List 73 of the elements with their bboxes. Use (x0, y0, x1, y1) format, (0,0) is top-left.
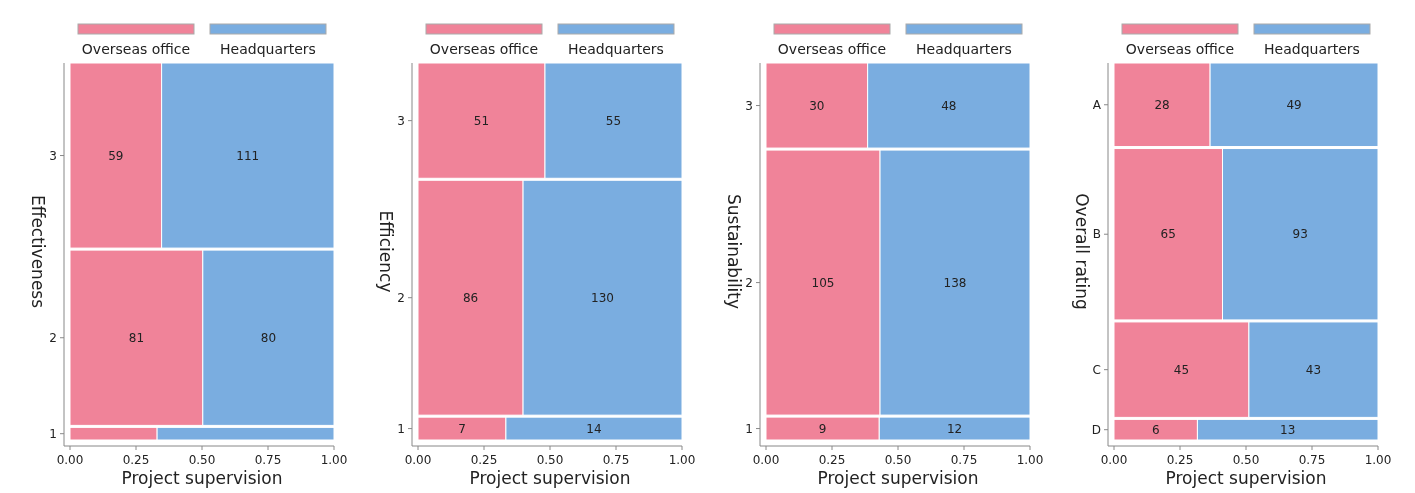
annotation: 48 (941, 98, 957, 113)
y-tick-label: 2 (397, 290, 405, 305)
annotation: 111 (236, 148, 260, 163)
x-tick-label: 0.75 (254, 453, 282, 468)
y-axis-title: Overall rating (1072, 193, 1092, 310)
y-tick-label: 2 (49, 330, 57, 345)
annotation: 43 (1305, 362, 1322, 377)
annotation: 81 (128, 330, 145, 345)
x-tick-label: 0.75 (602, 453, 630, 468)
x-tick-label: 0.00 (1100, 453, 1128, 468)
y-tick-label: D (1091, 422, 1101, 437)
y-tick-label: B (1092, 227, 1101, 242)
y-tick-label: 1 (397, 421, 405, 436)
y-tick-label: 3 (49, 148, 57, 163)
annotation: 7 (458, 421, 466, 436)
x-axis-title: Project supervision (121, 468, 283, 488)
annotation: 28 (1154, 97, 1170, 112)
x-axis-title: Project supervision (817, 468, 979, 488)
x-tick-label: 0.00 (404, 453, 432, 468)
x-tick-label: 0.50 (1232, 453, 1260, 468)
annotation: 6 (1151, 422, 1160, 437)
x-tick-label: 0.50 (188, 453, 216, 468)
x-axis-title: Project supervision (1165, 468, 1327, 488)
y-axis-title: Sustainability (724, 193, 744, 310)
x-tick-label: 0.50 (536, 453, 564, 468)
annotation: 130 (591, 290, 614, 305)
y-axis-title: Effectiveness (28, 194, 48, 309)
annotation: 105 (811, 275, 835, 290)
annotation: 59 (108, 148, 124, 163)
x-tick-label: 0.75 (950, 453, 978, 468)
series-label: Overseas office (777, 40, 887, 57)
annotation: 49 (1286, 97, 1302, 112)
series-label: Headquarters (568, 40, 664, 57)
annotation: 13 (1280, 422, 1296, 437)
x-tick-label: 0.00 (752, 453, 780, 468)
annotation: 30 (809, 98, 825, 113)
annotation: 65 (1160, 227, 1176, 242)
annotation: 86 (462, 290, 479, 305)
x-tick-label: 1.00 (668, 453, 696, 468)
annotation: 138 (943, 275, 967, 290)
x-tick-label: 0.50 (884, 453, 912, 468)
annotation: 9 (818, 421, 827, 436)
y-tick-label: 1 (49, 426, 57, 441)
x-tick-label: 0.25 (818, 453, 846, 468)
x-tick-label: 0.25 (122, 453, 150, 468)
y-tick-label: 2 (745, 275, 753, 290)
x-tick-label: 1.00 (1016, 453, 1044, 468)
annotation: 55 (605, 113, 622, 128)
annotation: 93 (1292, 227, 1308, 242)
x-axis-title: Project supervision (469, 468, 631, 488)
annotation: 12 (946, 421, 963, 436)
y-tick-label: 1 (745, 421, 753, 436)
x-tick-label: 1.00 (1364, 453, 1392, 468)
y-tick-label: A (1092, 97, 1102, 112)
annotation: 45 (1173, 362, 1190, 377)
series-label: Headquarters (220, 40, 316, 57)
series-label: Overseas office (429, 40, 539, 57)
series-label: Headquarters (1264, 40, 1360, 57)
x-tick-label: 0.75 (1298, 453, 1326, 468)
y-tick-label: C (1092, 362, 1101, 377)
x-tick-label: 1.00 (320, 453, 348, 468)
y-tick-label: 3 (745, 98, 753, 113)
x-tick-label: 0.25 (1166, 453, 1194, 468)
y-tick-label: 3 (397, 113, 405, 128)
x-tick-label: 0.25 (470, 453, 498, 468)
series-label: Overseas office (1125, 40, 1235, 57)
x-tick-label: 0.00 (56, 453, 84, 468)
annotation: 51 (473, 113, 490, 128)
annotation: 80 (260, 330, 277, 345)
annotation: 14 (586, 421, 602, 436)
y-axis-title: Efficiency (376, 210, 396, 293)
series-label: Overseas office (81, 40, 191, 57)
series-label: Headquarters (916, 40, 1012, 57)
